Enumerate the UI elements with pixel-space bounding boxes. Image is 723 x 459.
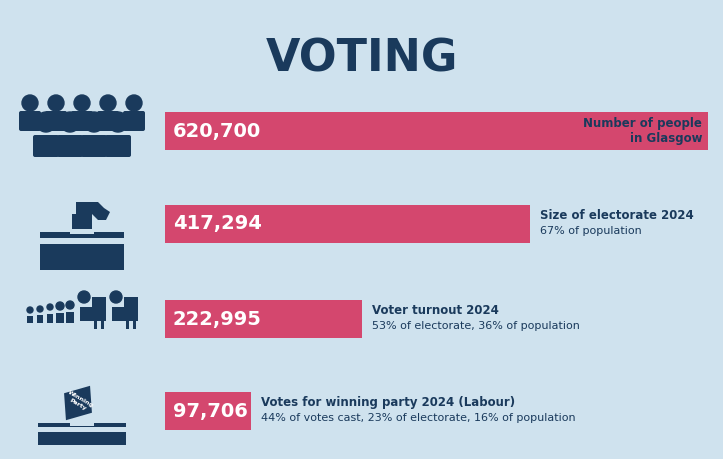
Text: Votes for winning party 2024 (Labour): Votes for winning party 2024 (Labour) <box>261 396 515 409</box>
Circle shape <box>78 291 90 303</box>
FancyBboxPatch shape <box>40 232 124 270</box>
FancyBboxPatch shape <box>45 111 67 131</box>
Circle shape <box>108 112 128 132</box>
Circle shape <box>110 291 122 303</box>
FancyBboxPatch shape <box>80 307 92 321</box>
FancyBboxPatch shape <box>165 205 531 243</box>
FancyBboxPatch shape <box>66 312 74 323</box>
Text: Voter turnout 2024: Voter turnout 2024 <box>372 304 498 317</box>
FancyBboxPatch shape <box>92 297 106 321</box>
Circle shape <box>47 304 53 310</box>
Circle shape <box>37 306 43 312</box>
FancyBboxPatch shape <box>56 313 64 323</box>
Text: Size of electorate 2024: Size of electorate 2024 <box>540 209 694 222</box>
FancyBboxPatch shape <box>165 112 708 150</box>
FancyBboxPatch shape <box>94 321 97 329</box>
FancyBboxPatch shape <box>47 314 53 323</box>
FancyBboxPatch shape <box>38 427 126 432</box>
Circle shape <box>22 95 38 111</box>
Circle shape <box>27 307 33 313</box>
FancyBboxPatch shape <box>37 315 43 323</box>
Text: 53% of electorate, 36% of population: 53% of electorate, 36% of population <box>372 321 579 331</box>
Circle shape <box>56 302 64 310</box>
Polygon shape <box>64 386 92 420</box>
Text: Number of people: Number of people <box>583 117 702 130</box>
FancyBboxPatch shape <box>33 135 59 157</box>
Circle shape <box>48 95 64 111</box>
Text: Winning
Party: Winning Party <box>64 390 94 414</box>
FancyBboxPatch shape <box>133 321 136 329</box>
Circle shape <box>100 95 116 111</box>
Text: 620,700: 620,700 <box>173 122 261 140</box>
FancyBboxPatch shape <box>97 111 119 131</box>
FancyBboxPatch shape <box>70 421 94 426</box>
FancyBboxPatch shape <box>123 111 145 131</box>
Text: in Glasgow: in Glasgow <box>630 132 702 145</box>
Text: VOTING: VOTING <box>265 38 458 81</box>
Circle shape <box>84 112 104 132</box>
Circle shape <box>36 112 56 132</box>
FancyBboxPatch shape <box>112 307 124 321</box>
Text: 67% of population: 67% of population <box>540 226 642 236</box>
Circle shape <box>74 95 90 111</box>
FancyBboxPatch shape <box>105 135 131 157</box>
Circle shape <box>66 301 74 309</box>
FancyBboxPatch shape <box>101 321 104 329</box>
FancyBboxPatch shape <box>38 423 126 445</box>
Circle shape <box>126 95 142 111</box>
FancyBboxPatch shape <box>124 297 138 321</box>
FancyBboxPatch shape <box>72 214 92 232</box>
FancyBboxPatch shape <box>81 135 107 157</box>
Text: 417,294: 417,294 <box>173 214 262 234</box>
Polygon shape <box>76 202 110 220</box>
Text: 97,706: 97,706 <box>173 402 248 420</box>
FancyBboxPatch shape <box>71 111 93 131</box>
FancyBboxPatch shape <box>57 135 83 157</box>
FancyBboxPatch shape <box>165 300 362 338</box>
FancyBboxPatch shape <box>19 111 41 131</box>
FancyBboxPatch shape <box>70 229 94 234</box>
FancyBboxPatch shape <box>126 321 129 329</box>
FancyBboxPatch shape <box>165 392 251 430</box>
FancyBboxPatch shape <box>27 316 33 323</box>
Text: 222,995: 222,995 <box>173 309 262 329</box>
Circle shape <box>60 112 80 132</box>
Text: 44% of votes cast, 23% of electorate, 16% of population: 44% of votes cast, 23% of electorate, 16… <box>261 413 576 423</box>
FancyBboxPatch shape <box>40 238 124 244</box>
